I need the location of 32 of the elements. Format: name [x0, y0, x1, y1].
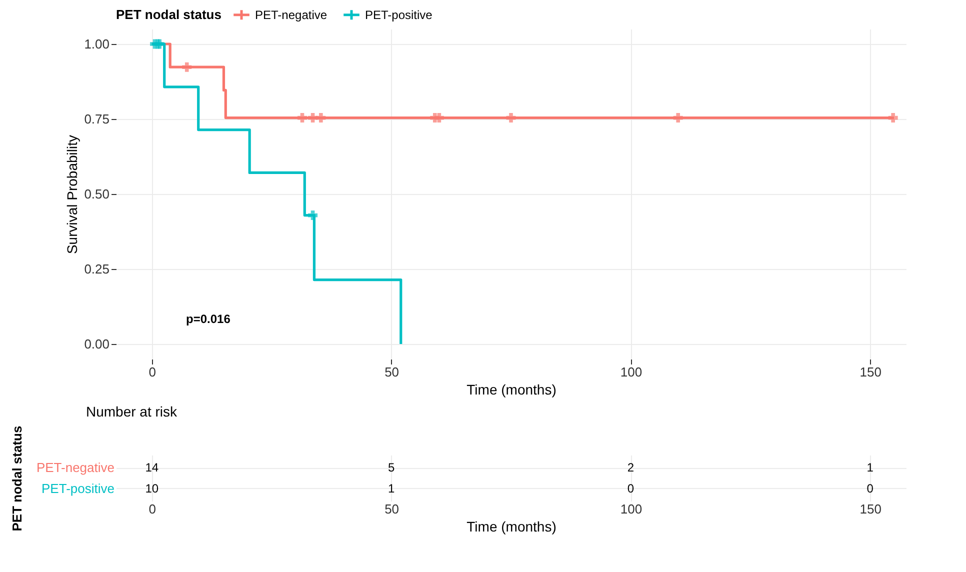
x-tick-label: 100	[620, 364, 642, 380]
x-axis-title: Time (months)	[466, 518, 556, 534]
x-axis-title: Time (months)	[466, 382, 556, 398]
y-tick-label: PET-negative	[36, 460, 114, 476]
legend-label: PET-negative	[255, 8, 328, 22]
legend-label: PET-positive	[365, 8, 433, 22]
annotation: p=0.016	[186, 312, 231, 326]
data-label: 1	[388, 481, 395, 496]
chart-title: Number at risk	[86, 403, 178, 420]
data-label: 2	[627, 460, 634, 475]
data-label: 5	[388, 460, 395, 475]
y-axis-title: PET nodal status	[9, 426, 24, 532]
data-label: 0	[627, 481, 634, 496]
data-label: 0	[866, 481, 874, 496]
y-tick-label: 0.75	[84, 112, 110, 126]
x-tick-label: 0	[148, 364, 156, 380]
y-tick-label: 0.50	[84, 186, 110, 202]
y-tick-label: 0.00	[84, 336, 110, 352]
x-tick-label: 0	[148, 502, 156, 516]
legend-title: PET nodal status	[116, 7, 222, 22]
data-label: 10	[145, 481, 159, 496]
y-tick-label: PET-positive	[42, 480, 114, 496]
data-label: 1	[866, 460, 874, 475]
y-axis-title: Survival Probability	[64, 134, 80, 254]
y-tick-label: 0.25	[84, 262, 110, 276]
x-tick-label: 100	[620, 502, 642, 516]
x-tick-label: 50	[384, 502, 400, 516]
x-tick-label: 150	[860, 364, 882, 380]
x-tick-label: 150	[860, 502, 882, 516]
y-tick-label: 1.00	[84, 36, 110, 52]
data-label: 14	[145, 460, 159, 475]
x-tick-label: 50	[384, 364, 400, 380]
